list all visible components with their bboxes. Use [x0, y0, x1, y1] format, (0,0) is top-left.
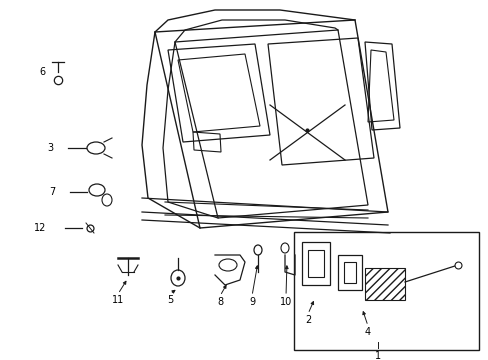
Bar — [364, 268, 404, 300]
Text: 1: 1 — [374, 351, 380, 360]
Text: 10: 10 — [279, 297, 291, 307]
Text: 8: 8 — [217, 297, 223, 307]
Text: 6: 6 — [39, 67, 45, 77]
Text: 11: 11 — [112, 295, 124, 305]
Text: 5: 5 — [166, 295, 173, 305]
Text: 7: 7 — [49, 187, 55, 197]
Text: 4: 4 — [364, 327, 370, 337]
Text: 12: 12 — [34, 223, 46, 233]
Bar — [293, 232, 478, 350]
Text: 2: 2 — [304, 315, 310, 325]
Text: 3: 3 — [47, 143, 53, 153]
Text: 9: 9 — [248, 297, 255, 307]
